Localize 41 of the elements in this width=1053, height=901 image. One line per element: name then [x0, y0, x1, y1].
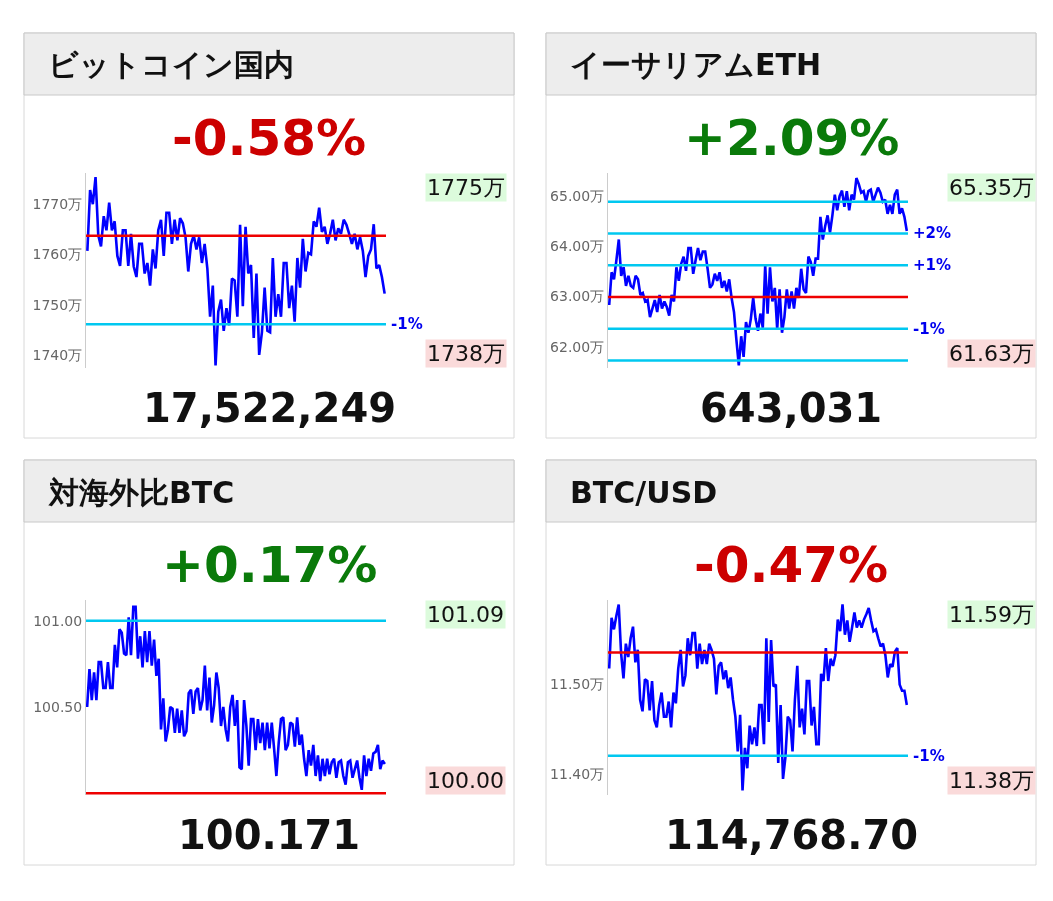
y-tick-label: 1740万 [32, 346, 83, 363]
y-tick-label: 65.00万 [550, 187, 605, 204]
text: +1% [913, 256, 952, 274]
line-series [86, 175, 386, 367]
text: 11.59万 [949, 602, 1034, 627]
y-tick-label: 1760万 [32, 246, 83, 263]
y-tick-label: 64.00万 [550, 237, 605, 254]
text: +0.17% [162, 536, 378, 594]
y-tick-label: 101.00 [33, 612, 83, 629]
text: 61.63万 [949, 341, 1034, 366]
y-tick-label: 63.00万 [550, 288, 605, 305]
text: 100.00 [427, 768, 504, 793]
text: 101.09 [427, 602, 504, 627]
text: +2.09% [684, 109, 900, 167]
text: 65.35万 [949, 175, 1034, 200]
y-tick-label: 1770万 [32, 196, 83, 213]
text: -1% [913, 747, 945, 765]
text: 1738万 [427, 341, 505, 366]
text: 114,768.70 [665, 812, 919, 858]
text: -1% [391, 315, 423, 333]
text: 1775万 [427, 175, 505, 200]
chart-title: イーサリアムETH [570, 47, 822, 82]
line-series [86, 605, 386, 792]
text: 17,522,249 [143, 385, 397, 431]
y-tick-label: 1750万 [32, 296, 83, 313]
text: 643,031 [700, 385, 883, 431]
y-tick-label: 11.40万 [550, 765, 605, 782]
chart-title: 対海外比BTC [48, 475, 235, 510]
y-tick-label: 100.50 [33, 698, 83, 715]
y-tick-label: 62.00万 [550, 338, 605, 355]
text: -0.47% [694, 536, 889, 594]
text: +2% [913, 224, 952, 242]
text: -1% [913, 320, 945, 338]
line-series [608, 176, 908, 367]
line-series [608, 603, 908, 792]
chart-title: ビットコイン国内 [48, 47, 294, 82]
y-tick-label: 11.50万 [550, 676, 605, 693]
text: 11.38万 [949, 768, 1034, 793]
chart-title: BTC/USD [570, 475, 718, 510]
text: 100.171 [178, 812, 361, 858]
text: -0.58% [172, 109, 367, 167]
